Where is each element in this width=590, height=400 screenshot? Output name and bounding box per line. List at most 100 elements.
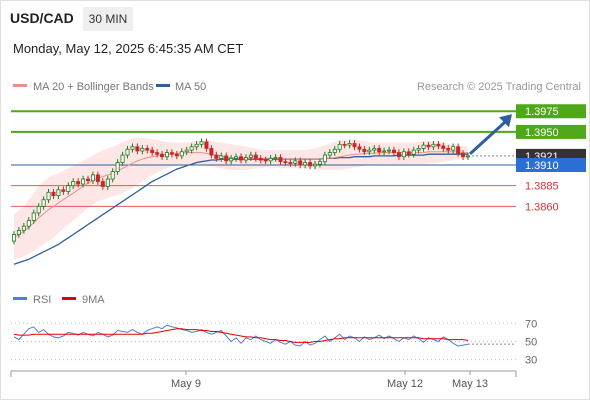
- candle-body: [209, 148, 214, 156]
- candle-body: [224, 155, 229, 162]
- candle: [411, 146, 416, 158]
- level-text: 1.3885: [525, 181, 559, 193]
- candle-body: [140, 148, 145, 152]
- candle: [155, 149, 160, 158]
- rsi-tick-30: 30: [525, 355, 537, 367]
- candle: [46, 188, 51, 204]
- candle-body: [396, 152, 401, 158]
- candle-body: [372, 148, 377, 151]
- candle: [401, 148, 406, 161]
- candle: [421, 141, 426, 152]
- candle-body: [456, 146, 461, 154]
- candle: [209, 145, 214, 159]
- candle-body: [61, 189, 66, 192]
- candle-body: [446, 148, 451, 151]
- candle: [26, 217, 31, 230]
- candle: [164, 149, 169, 161]
- candle-body: [229, 157, 234, 162]
- rsi-tick-70: 70: [525, 318, 537, 330]
- interval-button[interactable]: 30 MIN: [83, 7, 133, 31]
- candle: [258, 155, 263, 164]
- candle-body: [179, 151, 184, 157]
- level-tag-1.3860: 1.3860: [525, 201, 559, 213]
- candle: [76, 178, 81, 188]
- candle-body: [150, 149, 155, 153]
- candle-body: [36, 205, 41, 214]
- candle: [367, 146, 372, 156]
- candle-body: [322, 154, 327, 163]
- level-text: 1.3860: [525, 201, 559, 213]
- ma50-legend-label: MA 50: [175, 81, 206, 93]
- candle-body: [145, 148, 150, 151]
- candle: [387, 146, 392, 155]
- candle: [90, 171, 95, 185]
- candle: [288, 159, 293, 167]
- candle-body: [263, 159, 268, 162]
- candle-body: [293, 160, 298, 164]
- candle-body: [248, 154, 253, 158]
- candle-body: [391, 149, 396, 153]
- candle: [189, 143, 194, 154]
- candle: [105, 175, 110, 190]
- candle: [150, 146, 155, 156]
- candle-body: [342, 143, 347, 146]
- candle: [56, 186, 61, 199]
- candle: [160, 150, 165, 161]
- candle-body: [465, 155, 470, 158]
- candle: [303, 159, 308, 169]
- candle: [66, 182, 71, 195]
- candle: [342, 141, 347, 149]
- datetime-label: Monday, May 12, 2025 6:45:35 AM CET: [13, 41, 244, 56]
- candle: [36, 203, 41, 217]
- candle-body: [362, 148, 367, 153]
- candle-body: [426, 144, 431, 148]
- candle-body: [41, 199, 46, 207]
- candle-body: [332, 148, 337, 153]
- candle: [347, 140, 352, 149]
- candle: [110, 168, 115, 183]
- candle: [125, 145, 130, 159]
- candle: [456, 143, 461, 157]
- candle: [194, 141, 199, 151]
- level-tag-bg: [516, 124, 586, 139]
- candle-body: [436, 143, 441, 147]
- candle: [234, 153, 239, 162]
- candle: [229, 155, 234, 165]
- candle: [140, 145, 145, 155]
- ma20-legend-swatch: [13, 84, 27, 87]
- candle-body: [401, 151, 406, 158]
- candle: [426, 141, 431, 151]
- candle: [243, 154, 248, 164]
- candle: [441, 142, 446, 152]
- candle-body: [382, 150, 387, 153]
- main-legend: MA 20 + Bollinger Bands MA 50: [13, 81, 206, 93]
- candle-body: [357, 146, 362, 150]
- candle-body: [421, 144, 426, 149]
- candle-body: [243, 157, 248, 161]
- candle: [248, 151, 253, 161]
- candle-body: [234, 156, 239, 159]
- candle: [431, 141, 436, 151]
- candle: [21, 222, 26, 234]
- level-text: 1.3910: [525, 160, 559, 172]
- candle-body: [56, 189, 61, 196]
- candle-body: [441, 145, 446, 149]
- rsi-panel: 70 50 30: [11, 318, 537, 367]
- candle: [313, 160, 318, 170]
- candle-body: [110, 171, 115, 180]
- candle-body: [199, 141, 204, 145]
- candle: [238, 153, 243, 164]
- rsi-ma-line: [13, 328, 469, 343]
- candle-body: [313, 163, 318, 167]
- candle: [204, 138, 209, 152]
- candle-body: [130, 146, 135, 150]
- candle-body: [411, 149, 416, 155]
- x-tick-label: May 13: [452, 378, 488, 390]
- candle: [199, 138, 204, 148]
- candle: [115, 159, 120, 175]
- level-tag-1.3950: 1.3950: [516, 124, 586, 139]
- x-tick-label: May 12: [387, 378, 423, 390]
- candle-body: [219, 155, 224, 159]
- candle-body: [258, 157, 263, 161]
- candle-body: [160, 153, 165, 158]
